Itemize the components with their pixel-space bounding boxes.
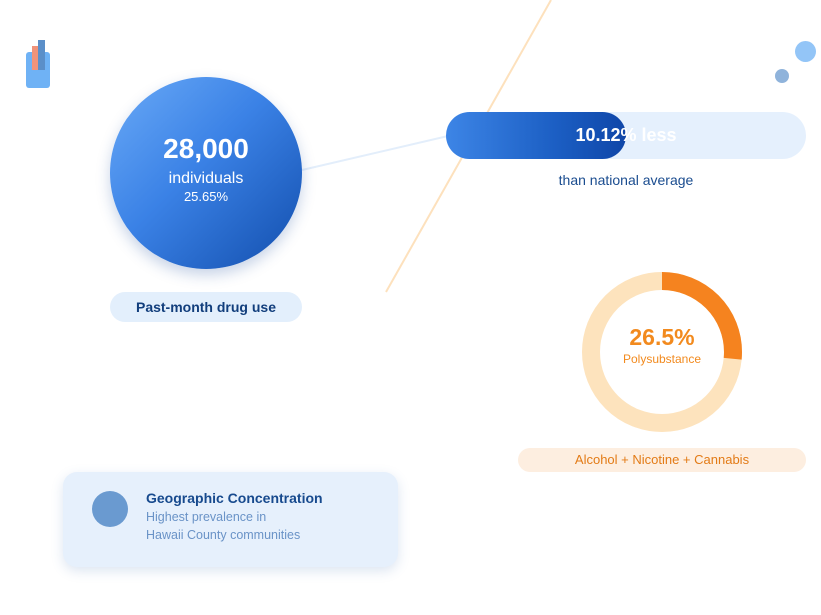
polysubstance-donut [582,272,742,432]
geo-line-2: Hawaii County communities [146,528,301,542]
connector-line [301,135,449,171]
geographic-info-card: Geographic Concentration Highest prevale… [63,472,398,567]
decorative-dot-large [795,41,816,62]
donut-arc [582,272,742,432]
substances-label: Alcohol + Nicotine + Cannabis [518,448,806,472]
comparison-value: 10.12% less [575,125,677,145]
decorative-dot-small [775,69,789,83]
polysubstance-label: Polysubstance [622,352,702,366]
geo-line-1: Highest prevalence in [146,510,267,524]
location-dot-icon [92,491,128,527]
drug-use-stat-circle: 28,000 individuals 25.65% [110,77,302,269]
stat-value: 28,000 [163,133,249,164]
drug-use-label: Past-month drug use [110,292,302,322]
comparison-bar-fill [446,112,626,159]
polysubstance-value: 26.5% [629,324,695,350]
stat-unit: individuals [168,170,244,187]
comparison-caption: than national average [558,172,694,188]
bar-chart-logo-icon [26,40,50,88]
comparison-bar-track: 10.12% less [446,112,806,159]
stat-percent: 25.65% [183,189,229,204]
geo-title: Geographic Concentration [146,490,323,506]
